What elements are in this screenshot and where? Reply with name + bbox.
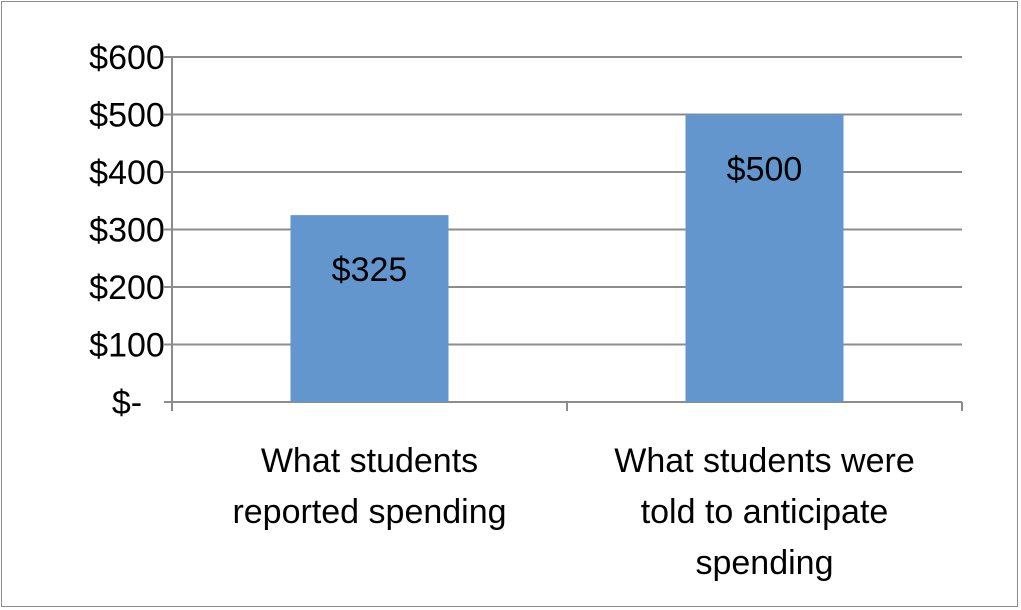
data-label: $325 [332,251,408,289]
y-tick-label: $- [112,384,142,422]
category-label-line: What students were [614,442,914,480]
y-tick-label: $300 [89,212,165,250]
bar [290,215,449,402]
y-tick-label: $400 [89,154,165,192]
category-label-line: What students [261,442,478,480]
data-labels: $325 $500 [332,151,803,290]
category-label-line: told to anticipate [641,493,889,531]
y-axis-tick-labels: $- $100 $200 $300 $400 $500 $600 [89,39,165,422]
bar [685,114,844,402]
y-tick-label: $100 [89,327,165,365]
category-label-line: spending [695,544,833,582]
category-label: What students were told to anticipate spen… [614,442,914,582]
y-tick-label: $600 [89,39,165,77]
y-tick-label: $200 [89,269,165,307]
data-label: $500 [727,151,803,189]
category-label: What students reported spending [232,442,506,531]
y-tick-label: $500 [89,97,165,135]
bars [290,114,844,402]
category-label-line: reported spending [232,493,506,531]
